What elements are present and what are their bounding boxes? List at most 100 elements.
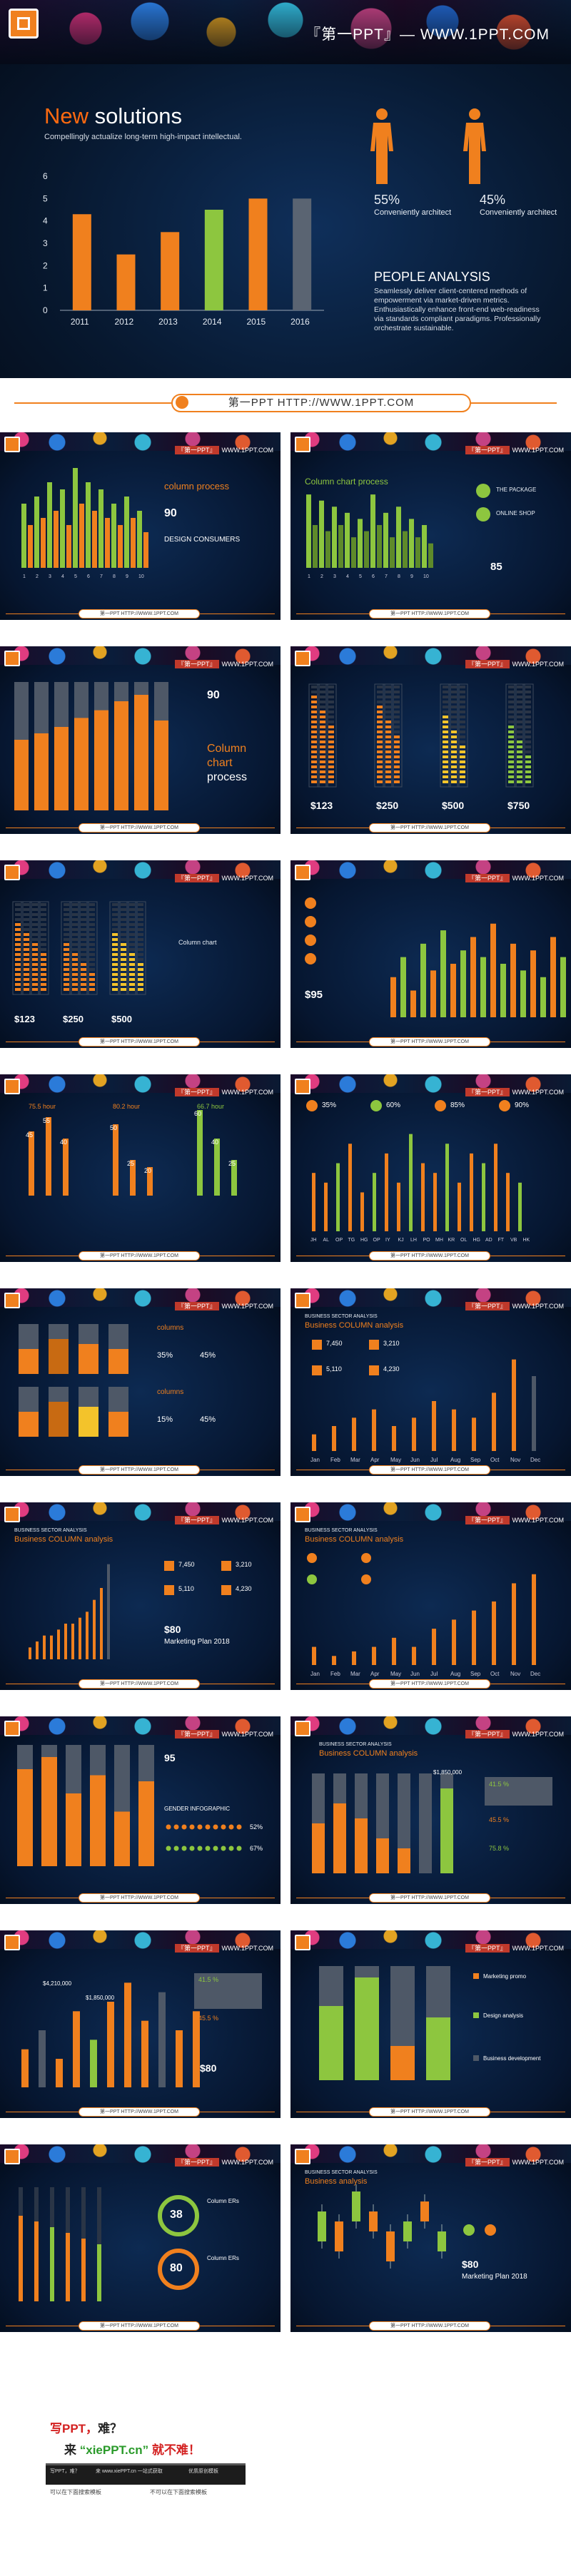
hero-slide[interactable]: 『第一PPT』— WWW.1PPT.COM New solutions Comp… [0,0,571,378]
dot-cell [112,928,118,931]
slide-thumbnail-9[interactable]: 『第一PPT』 WWW.1PPT.COM 第一PPT HTTP://WWW.1PPT… [0,1288,281,1476]
value-label: $250 [63,1014,84,1024]
column-frame [78,901,89,995]
slide-thumbnail-13[interactable]: 『第一PPT』 WWW.1PPT.COM 第一PPT HTTP://WWW.1PPT… [0,1716,281,1904]
bar [472,1610,476,1665]
dot-cell [15,963,21,966]
slide-thumbnail-18[interactable]: 『第一PPT』 WWW.1PPT.COM 第一PPT HTTP://WWW.1PPT… [290,2144,571,2332]
ad-caption: 可以在下面搜索模板 [50,2489,101,2495]
dot-cell [129,928,135,931]
dot-cell [311,706,317,708]
dot-cell [15,968,21,971]
dot-cell [15,913,21,916]
ad-strip[interactable]: 写PPT，难？ 来 www.xiePPT.cn 一站式获取 优质原创模板 [46,2463,246,2485]
footer-link[interactable]: 第一PPT HTTP://WWW.1PPT.COM [79,1679,200,1689]
dot-cell [525,696,531,698]
footer-link[interactable]: 第一PPT HTTP://WWW.1PPT.COM [79,1037,200,1047]
slide-thumbnail-12[interactable]: 『第一PPT』 WWW.1PPT.COM 第一PPT HTTP://WWW.1PPT… [290,1502,571,1690]
dot-cell [41,968,46,971]
footer-link[interactable]: 第一PPT HTTP://WWW.1PPT.COM [369,1893,490,1903]
bar [143,532,148,568]
slide-footer: 第一PPT HTTP://WWW.1PPT.COM [290,2321,571,2332]
ad-headline: 写PPT，难？ [50,2422,123,2435]
dot-cell [377,706,383,708]
footer-link[interactable]: 第一PPT HTTP://WWW.1PPT.COM [171,394,471,412]
candle [369,2211,378,2231]
dot-cell [320,711,325,713]
slide-thumbnail-14[interactable]: 『第一PPT』 WWW.1PPT.COM 第一PPT HTTP://WWW.1PPT… [290,1716,571,1904]
bar [214,1139,220,1196]
slide-thumbnail-7[interactable]: 『第一PPT』 WWW.1PPT.COM 第一PPT HTTP://WWW.1PPT… [0,1074,281,1262]
dot-cell [72,938,78,941]
slide-thumbnail-2[interactable]: 『第一PPT』 WWW.1PPT.COM 第一PPT HTTP://WWW.1PPT… [290,432,571,620]
dot-cell [328,745,334,748]
slide-thumbnail-5[interactable]: 『第一PPT』 WWW.1PPT.COM 第一PPT HTTP://WWW.1PPT… [0,860,281,1048]
bar [293,198,312,310]
bar [193,2011,200,2087]
dot-cell [508,765,514,768]
footer-link[interactable]: 第一PPT HTTP://WWW.1PPT.COM [369,1037,490,1047]
dot-cell [394,726,400,728]
footer-link[interactable]: 第一PPT HTTP://WWW.1PPT.COM [369,1679,490,1689]
footer-link[interactable]: 第一PPT HTTP://WWW.1PPT.COM [79,1893,200,1903]
footer-link[interactable]: 第一PPT HTTP://WWW.1PPT.COM [79,823,200,833]
dot-cell [443,706,448,708]
dot-cell [138,958,143,961]
slide-title: Column chart process [305,477,388,487]
footer-link[interactable]: 第一PPT HTTP://WWW.1PPT.COM [79,1465,200,1475]
dot-cell [311,775,317,778]
dot-cell [508,780,514,783]
footer-link[interactable]: 第一PPT HTTP://WWW.1PPT.COM [79,2107,200,2117]
dot-cell [129,948,135,951]
dot-cell [508,686,514,688]
bar [332,506,337,568]
dot-cell [138,963,143,966]
slide-thumbnail-15[interactable]: 『第一PPT』 WWW.1PPT.COM 第一PPT HTTP://WWW.1PPT… [0,1930,281,2118]
footer-link[interactable]: 第一PPT HTTP://WWW.1PPT.COM [79,1251,200,1261]
dot-cell [517,686,522,688]
person-icon [463,108,486,184]
candle [335,2221,343,2251]
footer-link[interactable]: 第一PPT HTTP://WWW.1PPT.COM [369,1465,490,1475]
slide-thumbnail-17[interactable]: 『第一PPT』 WWW.1PPT.COM 第一PPT HTTP://WWW.1PPT… [0,2144,281,2332]
slide-title: Business COLUMN analysis [305,1321,404,1330]
ad-block[interactable]: 写PPT，难？ 来 “xiePPT.cn” 就不难！ 写PPT，难？ 来 www… [0,2347,281,2576]
dot-cell [385,711,391,713]
stat-value: 5,110 [178,1585,194,1592]
column-frame [308,683,320,788]
dot-cell [328,740,334,743]
dot-cell [89,933,95,936]
slide-thumbnail-16[interactable]: 『第一PPT』 WWW.1PPT.COM 第一PPT HTTP://WWW.1PPT… [290,1930,571,2118]
bar [124,1982,131,2087]
dot-cell [385,691,391,693]
person-icon [213,1846,218,1851]
footer-bar[interactable]: 第一PPT HTTP://WWW.1PPT.COM [0,391,571,415]
slide-thumbnail-8[interactable]: 『第一PPT』 WWW.1PPT.COM 第一PPT HTTP://WWW.1PPT… [290,1074,571,1262]
footer-link[interactable]: 第一PPT HTTP://WWW.1PPT.COM [369,1251,490,1261]
bar-value: 60 [194,1110,202,1117]
footer-link[interactable]: 第一PPT HTTP://WWW.1PPT.COM [369,2321,490,2331]
y-tick-label: 4 [43,216,48,226]
footer-link[interactable]: 第一PPT HTTP://WWW.1PPT.COM [79,609,200,618]
dot-cell [121,988,126,991]
footer-link[interactable]: 第一PPT HTTP://WWW.1PPT.COM [79,2321,200,2331]
x-tick-label: 5 [74,574,77,579]
ad-strip-cell: 优质原创模板 [188,2469,218,2474]
footer-link[interactable]: 第一PPT HTTP://WWW.1PPT.COM [369,823,490,833]
x-tick-label: 7 [100,574,103,579]
slide-thumbnail-11[interactable]: 『第一PPT』 WWW.1PPT.COM 第一PPT HTTP://WWW.1PPT… [0,1502,281,1690]
slide-thumbnail-3[interactable]: 『第一PPT』 WWW.1PPT.COM 第一PPT HTTP://WWW.1PPT… [0,646,281,834]
slide-thumbnail-6[interactable]: 『第一PPT』 WWW.1PPT.COM 第一PPT HTTP://WWW.1PPT… [290,860,571,1048]
footer-link[interactable]: 第一PPT HTTP://WWW.1PPT.COM [369,2107,490,2117]
bar [352,1651,356,1665]
slide-thumbnail-10[interactable]: 『第一PPT』 WWW.1PPT.COM 第一PPT HTTP://WWW.1PPT… [290,1288,571,1476]
dot-cell [460,696,465,698]
y-tick-label: 5 [43,193,48,203]
person-icon [228,1824,234,1830]
slide-thumbnail-1[interactable]: 『第一PPT』 WWW.1PPT.COM 第一PPT HTTP://WWW.1PPT… [0,432,281,620]
slide-thumbnail-4[interactable]: 『第一PPT』 WWW.1PPT.COM 第一PPT HTTP://WWW.1PPT… [290,646,571,834]
y-tick-label: 6 [43,171,48,181]
footer-link[interactable]: 第一PPT HTTP://WWW.1PPT.COM [369,609,490,618]
dot-cell [112,918,118,921]
x-tick-label: KJ [398,1238,404,1243]
